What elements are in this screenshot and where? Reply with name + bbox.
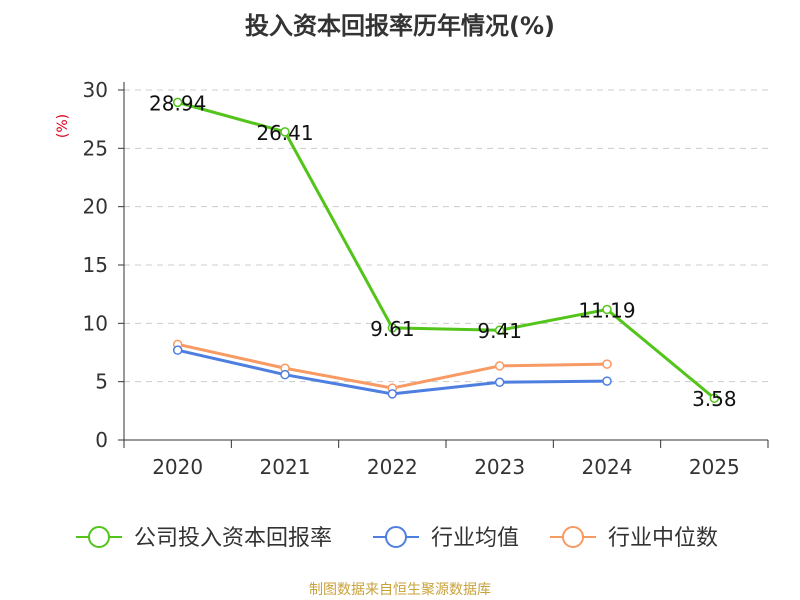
x-tick-label: 2020 bbox=[152, 455, 203, 479]
data-point bbox=[494, 361, 505, 371]
data-label: 3.58 bbox=[692, 387, 737, 411]
data-point bbox=[602, 376, 612, 386]
data-label: 28.94 bbox=[149, 91, 206, 115]
legend: 公司投入资本回报率 行业均值 行业中位数 bbox=[76, 526, 718, 551]
y-tick-label: 25 bbox=[83, 136, 108, 160]
y-tick-label: 10 bbox=[83, 311, 108, 335]
legend-item-label: 行业均值 bbox=[431, 526, 519, 551]
x-tick-label: 2021 bbox=[260, 455, 311, 479]
data-point bbox=[602, 304, 612, 315]
data-point bbox=[494, 377, 505, 387]
data-point bbox=[280, 369, 290, 380]
data-point bbox=[494, 325, 505, 335]
x-tick-label: 2022 bbox=[367, 455, 418, 479]
data-label: 26.41 bbox=[256, 121, 313, 145]
data-label: 9.61 bbox=[370, 317, 415, 341]
legend-marker bbox=[88, 526, 110, 548]
y-tick-label: 0 bbox=[95, 428, 108, 452]
data-point bbox=[387, 323, 398, 333]
legend-item-label: 公司投入资本回报率 bbox=[134, 526, 332, 551]
y-axis-label: (%) bbox=[55, 114, 71, 138]
series bbox=[172, 97, 720, 403]
gridlines bbox=[124, 89, 768, 383]
data-point bbox=[602, 359, 612, 369]
y-tick-labels: 0 5 10 15 20 25 30 bbox=[83, 78, 108, 452]
x-tick-label: 2024 bbox=[582, 455, 633, 479]
y-tick-label: 5 bbox=[95, 370, 108, 394]
data-label: 9.41 bbox=[477, 319, 522, 343]
axes bbox=[118, 82, 769, 448]
data-point bbox=[280, 127, 290, 137]
legend-marker bbox=[562, 526, 584, 548]
data-labels: 28.94 26.41 9.61 9.41 11.19 3.58 bbox=[149, 91, 737, 411]
legend-marker bbox=[385, 526, 407, 548]
x-tick-label: 2025 bbox=[689, 455, 740, 479]
data-point bbox=[709, 393, 720, 403]
data-point bbox=[172, 345, 183, 355]
x-tick-label: 2023 bbox=[474, 455, 525, 479]
series-line bbox=[177, 100, 716, 400]
legend-item-label: 行业中位数 bbox=[608, 526, 718, 551]
x-tick-labels: 2020 2021 2022 2023 2024 2025 bbox=[152, 455, 740, 479]
source-note: 制图数据来自恒生聚源数据库 bbox=[309, 582, 491, 598]
data-point bbox=[387, 389, 398, 399]
chart-title: 投入资本回报率历年情况(%) bbox=[245, 12, 555, 40]
y-tick-label: 30 bbox=[83, 78, 108, 102]
data-point bbox=[172, 97, 183, 108]
data-label: 11.19 bbox=[578, 298, 635, 322]
y-tick-label: 20 bbox=[83, 195, 108, 219]
y-tick-label: 15 bbox=[83, 253, 108, 277]
